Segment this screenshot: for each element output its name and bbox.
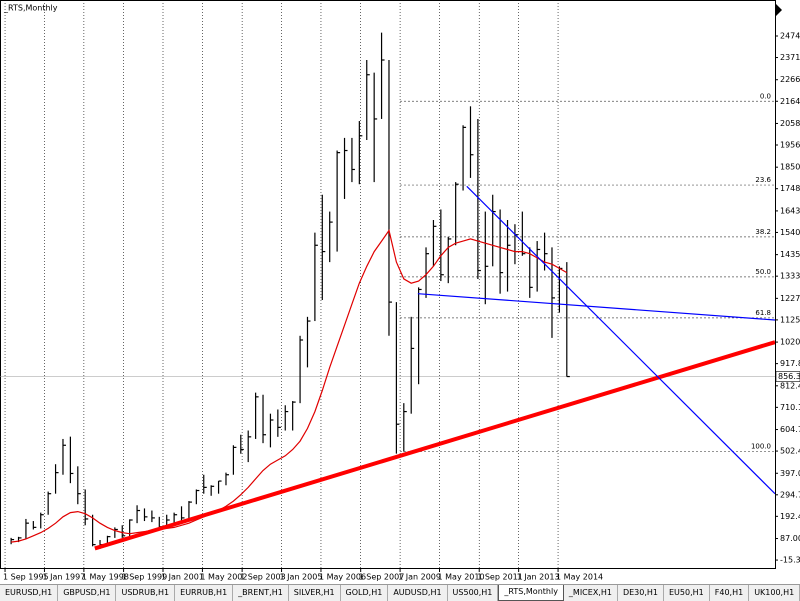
price-box [775,371,800,382]
x-tick-label: 1 Jan 1997 [42,573,85,582]
fib-label: 38.2 [755,228,771,236]
y-tick-label: 397.00 [780,469,800,478]
tab[interactable]: SILVER,H1 [289,585,341,601]
tab[interactable]: DE30,H1 [618,585,664,601]
y-tick-label: 1333.20 [780,272,800,281]
trendline [417,293,775,321]
tab[interactable]: GOLD,H1 [341,585,389,601]
tab[interactable]: EURRUB,H1 [175,585,234,601]
tab[interactable]: US500,H1 [448,585,499,601]
y-tick-label: 1540.90 [780,228,800,237]
y-tick-label: 812.40 [780,381,800,390]
y-tick-label: 604.70 [780,425,800,434]
tab[interactable]: F40,H1 [710,585,750,601]
y-tick-label: 192.40 [780,512,800,521]
y-tick-label: 2371.70 [780,53,800,62]
y-tick-label: 917.80 [780,359,800,368]
y-tick-label: 1020.10 [780,338,800,347]
y-tick-label: -15.30 [780,556,800,565]
x-tick-label: 1 May 2010 [438,573,485,582]
x-tick-label: 1 Jan 2005 [280,573,323,582]
x-tick-label: 1 Sep 2003 [240,573,286,582]
fib-label: 23.6 [755,176,771,184]
x-tick-label: 1 May 1998 [82,573,129,582]
scroll-marker [776,4,782,16]
trendline [466,185,775,495]
x-tick-label: 1 Sep 1995 [3,573,49,582]
tab[interactable]: EURUSD,H1 [0,585,59,601]
tab[interactable]: _RTS,Monthly [498,585,564,601]
price-label: 856.39 [778,372,800,381]
y-tick-label: 2474.00 [780,32,800,41]
tab[interactable]: _BRENT,H1 [233,585,289,601]
x-tick-label: 1 Sep 2007 [359,573,405,582]
y-tick-label: 1227.80 [780,294,800,303]
y-tick-label: 1125.50 [780,315,800,324]
x-tick-label: 1 Jan 2013 [517,573,560,582]
tab[interactable]: GBPUSD,H1 [58,585,117,601]
y-tick-label: 1643.20 [780,206,800,215]
y-tick-label: 2058.60 [780,119,800,128]
tab[interactable]: EU50,H1 [664,585,710,601]
x-tick-label: 1 May 2006 [319,573,366,582]
y-tick-label: 1435.50 [780,250,800,259]
tab[interactable]: AUDUSD,H1 [388,585,448,601]
tab-bar: EURUSD,H1 GBPUSD,H1 USDRUB,H1 EURRUB,H1 _BRE… [0,584,800,601]
x-tick-label: 1 Sep 2011 [477,573,523,582]
x-tick-label: 1 Sep 1999 [122,573,168,582]
trendline [94,340,775,551]
x-tick-label: 1 Jan 2001 [161,573,204,582]
y-tick-label: 1748.60 [780,184,800,193]
y-tick-label: 710.10 [780,403,800,412]
y-tick-label: 1850.90 [780,163,800,172]
chart-title: _RTS,Monthly [3,4,58,13]
x-tick-label: 1 May 2014 [556,573,603,582]
y-tick-label: 2266.30 [780,75,800,84]
y-tick-label: 1956.30 [780,140,800,149]
fib-label: 100.0 [751,443,771,451]
fib-label: 50.0 [755,268,771,276]
y-tick-label: 2164.00 [780,97,800,106]
plot [0,0,775,568]
x-tick-label: 1 Jan 2009 [398,573,441,582]
y-tick-label: 87.00 [780,534,800,543]
plot-frame [0,0,776,569]
y-tick-label: 502.40 [780,447,800,456]
y-tick-label: 294.70 [780,490,800,499]
tab[interactable]: UK100,H1 [749,585,800,601]
x-tick-label: 1 May 2002 [200,573,247,582]
moving-average [11,229,568,543]
tab[interactable]: _MICEX,H1 [564,585,618,601]
tab[interactable]: USDRUB,H1 [116,585,176,601]
fib-label: 61.8 [755,309,771,317]
fib-label: 0.0 [760,92,771,100]
